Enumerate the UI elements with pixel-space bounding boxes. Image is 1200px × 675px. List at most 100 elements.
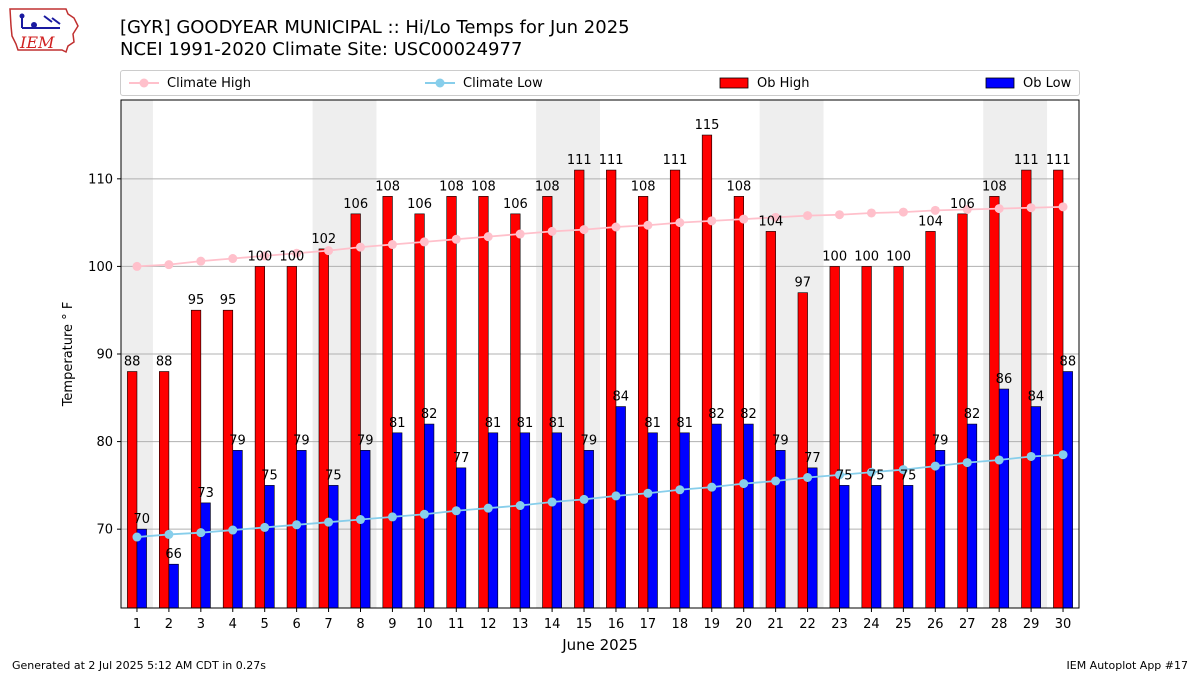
x-tick-label: 18 bbox=[672, 617, 689, 632]
x-tick-label: 21 bbox=[767, 617, 784, 632]
ob-low-bar-label: 77 bbox=[453, 451, 470, 466]
climate-lines bbox=[132, 202, 1068, 542]
climate-high-point bbox=[771, 212, 781, 222]
climate-high-point bbox=[866, 208, 876, 218]
x-tick-label: 28 bbox=[991, 617, 1008, 632]
climate-high-point bbox=[707, 216, 717, 226]
ob-low-bar bbox=[519, 432, 531, 609]
ob-high-bar-label: 111 bbox=[663, 153, 688, 168]
ob-high-bar-label: 100 bbox=[822, 249, 847, 264]
climate-low-point bbox=[164, 529, 174, 539]
ob-high-bar-label: 104 bbox=[918, 214, 943, 229]
x-tick-label: 23 bbox=[831, 617, 848, 632]
x-tick-label: 10 bbox=[416, 617, 433, 632]
ob-low-swatch-icon bbox=[985, 77, 1015, 89]
y-tick-label: 110 bbox=[88, 172, 113, 187]
x-tick-label: 17 bbox=[640, 617, 657, 632]
legend-item-ob-high: Ob High bbox=[719, 71, 810, 95]
ob-high-bar bbox=[190, 309, 202, 609]
climate-high-point bbox=[898, 207, 908, 217]
climate-high-point bbox=[1058, 202, 1068, 212]
climate-low-point bbox=[1026, 451, 1036, 461]
climate-high-point bbox=[835, 210, 844, 220]
ob-high-bar-label: 88 bbox=[124, 355, 141, 370]
ob-low-bar-label: 81 bbox=[676, 416, 693, 431]
climate-high-point bbox=[260, 251, 270, 261]
climate-high-point bbox=[196, 256, 206, 266]
legend-item-ob-low: Ob Low bbox=[985, 71, 1071, 95]
climate-low-point bbox=[643, 488, 653, 498]
ob-high-bar bbox=[989, 196, 1000, 609]
ob-high-bar-label: 88 bbox=[156, 355, 173, 370]
chart-title: [GYR] GOODYEAR MUNICIPAL :: Hi/Lo Temps … bbox=[120, 17, 630, 38]
ob-low-bar-label: 84 bbox=[612, 390, 629, 405]
climate-low-point bbox=[707, 482, 717, 492]
y-tick-label: 90 bbox=[96, 348, 113, 363]
x-tick-label: 24 bbox=[863, 617, 880, 632]
ob-high-bar bbox=[318, 248, 329, 609]
legend-item-climate-high: Climate High bbox=[129, 71, 251, 95]
x-tick-label: 25 bbox=[895, 617, 912, 632]
x-tick-label: 8 bbox=[356, 617, 364, 632]
ob-low-bar-label: 70 bbox=[133, 512, 150, 527]
climate-high-point bbox=[994, 204, 1004, 214]
climate-high-marker-icon bbox=[129, 78, 159, 88]
x-tick-label: 7 bbox=[324, 617, 332, 632]
climate-high-point bbox=[515, 229, 525, 239]
climate-low-point bbox=[547, 497, 557, 507]
ob-high-bar-label: 100 bbox=[279, 249, 304, 264]
x-tick-label: 3 bbox=[197, 617, 205, 632]
ob-high-bar bbox=[925, 231, 936, 609]
ob-low-bar bbox=[551, 432, 562, 609]
ob-low-bar bbox=[807, 467, 818, 609]
climate-low-point bbox=[292, 520, 302, 530]
climate-high-point bbox=[324, 246, 334, 256]
ob-low-bar bbox=[583, 450, 594, 609]
ob-high-bar-label: 106 bbox=[950, 197, 975, 212]
ob-low-bar bbox=[775, 450, 786, 609]
ob-high-bar-label: 106 bbox=[343, 197, 368, 212]
ob-low-bar-label: 79 bbox=[229, 433, 246, 448]
bar-labels: 88 70 88 66 95 73 95 79 100 75 100 79 102 75 106 79 108 8… bbox=[124, 118, 1076, 562]
legend-label-ob-low: Ob Low bbox=[1023, 75, 1072, 91]
climate-low-point bbox=[962, 458, 972, 468]
footer-app: IEM Autoplot App #17 bbox=[1066, 659, 1189, 672]
footer-generated: Generated at 2 Jul 2025 5:12 AM CDT in 0… bbox=[12, 659, 266, 672]
ob-high-bar bbox=[350, 213, 361, 609]
climate-low-point bbox=[930, 461, 940, 471]
climate-high-point bbox=[547, 226, 557, 236]
climate-high-point bbox=[962, 204, 972, 214]
ob-high-bar-label: 111 bbox=[1014, 153, 1039, 168]
climate-high-point bbox=[579, 225, 589, 235]
ob-high-bar-label: 108 bbox=[375, 179, 400, 194]
ob-low-bar-label: 82 bbox=[740, 407, 757, 422]
climate-low-point bbox=[260, 522, 270, 532]
legend-label-climate-high: Climate High bbox=[167, 75, 252, 91]
ob-low-bar-label: 75 bbox=[836, 468, 853, 483]
climate-low-point bbox=[866, 467, 876, 477]
ob-high-bar bbox=[893, 266, 904, 609]
x-tick-label: 14 bbox=[544, 617, 561, 632]
ob-high-bar-label: 111 bbox=[1046, 153, 1071, 168]
ob-low-bar bbox=[296, 450, 307, 609]
ob-high-bar bbox=[127, 371, 138, 609]
legend-item-climate-low: Climate Low bbox=[425, 71, 543, 95]
legend-label-climate-low: Climate Low bbox=[463, 75, 543, 91]
climate-low-marker-icon bbox=[425, 78, 455, 88]
ob-low-bar bbox=[743, 423, 754, 609]
x-tick-label: 2 bbox=[165, 617, 173, 632]
ob-low-bar-label: 81 bbox=[389, 416, 406, 431]
climate-low-point bbox=[994, 455, 1004, 465]
ob-low-bar bbox=[360, 450, 371, 609]
ob-high-bar bbox=[542, 196, 553, 609]
x-tick-label: 22 bbox=[799, 617, 816, 632]
ob-low-bar-label: 75 bbox=[261, 468, 278, 483]
iem-logo: IEM bbox=[8, 6, 82, 58]
x-axis-label: June 2025 bbox=[561, 636, 638, 654]
ob-high-bar-label: 95 bbox=[188, 293, 205, 308]
ob-high-bar-label: 111 bbox=[599, 153, 624, 168]
ob-high-bar bbox=[861, 266, 872, 609]
ob-high-bar bbox=[701, 134, 713, 609]
ob-high-bar-label: 97 bbox=[795, 276, 812, 291]
